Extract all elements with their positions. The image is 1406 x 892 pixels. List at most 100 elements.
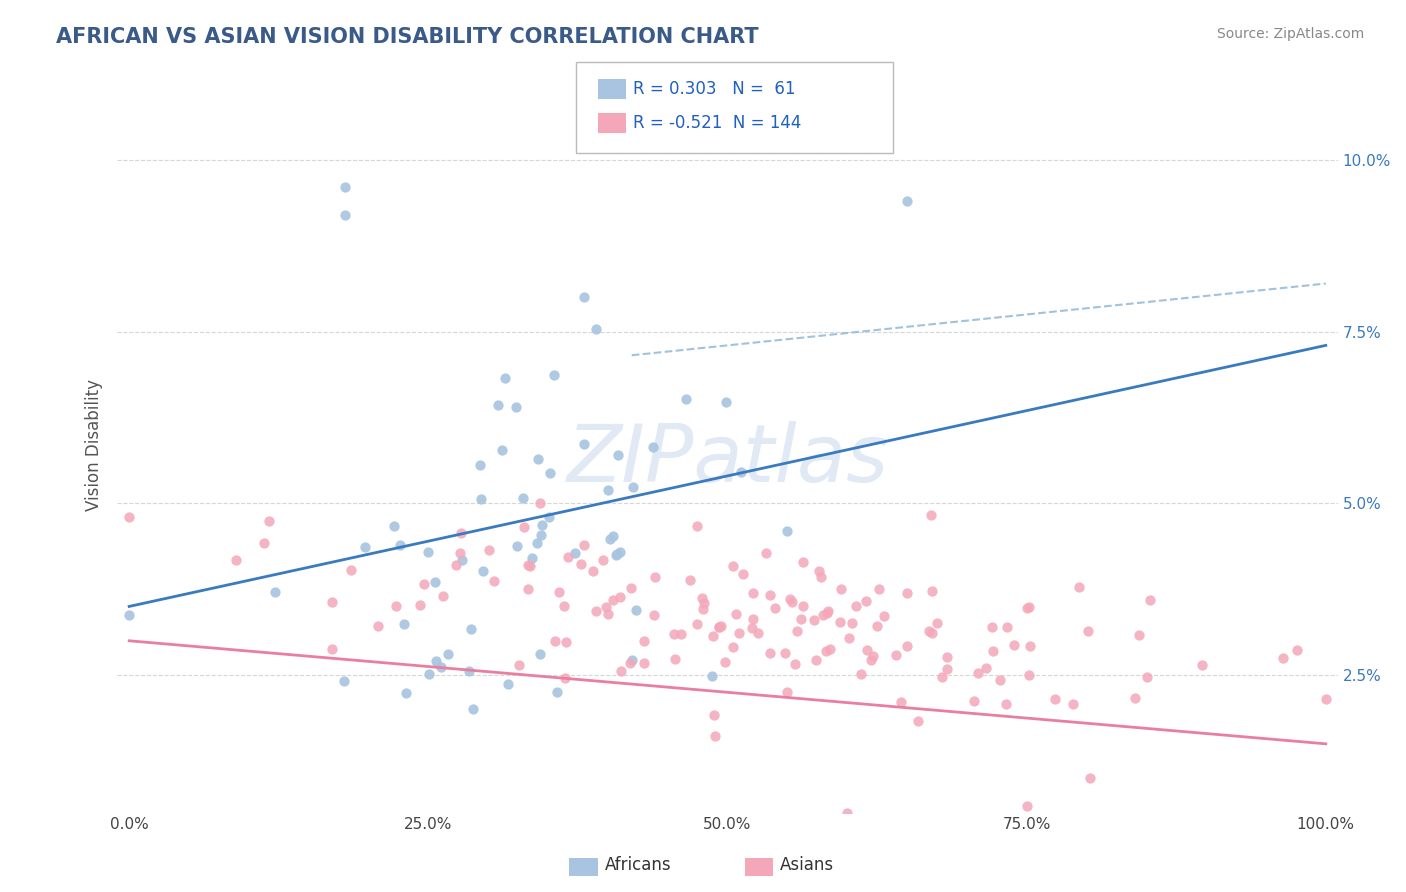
Point bbox=[333, 208, 356, 222]
Point bbox=[856, 643, 879, 657]
Point bbox=[988, 673, 1011, 687]
Point bbox=[118, 509, 141, 524]
Point bbox=[569, 558, 592, 572]
Point bbox=[838, 631, 860, 645]
Point bbox=[830, 615, 852, 629]
Point bbox=[472, 564, 495, 578]
Point bbox=[425, 654, 447, 668]
Point bbox=[779, 591, 801, 606]
Point bbox=[482, 574, 505, 588]
Point bbox=[792, 555, 814, 569]
Point bbox=[679, 573, 702, 587]
Text: Source: ZipAtlas.com: Source: ZipAtlas.com bbox=[1216, 27, 1364, 41]
Point bbox=[225, 553, 247, 567]
Point bbox=[733, 566, 755, 581]
Point bbox=[529, 496, 551, 510]
Point bbox=[709, 619, 731, 633]
Point bbox=[264, 584, 287, 599]
Point bbox=[807, 564, 830, 578]
Text: AFRICAN VS ASIAN VISION DISABILITY CORRELATION CHART: AFRICAN VS ASIAN VISION DISABILITY CORRE… bbox=[56, 27, 759, 46]
Point bbox=[702, 629, 724, 643]
Point bbox=[333, 180, 356, 194]
Point bbox=[925, 615, 948, 630]
Point bbox=[815, 606, 838, 620]
Point bbox=[354, 540, 377, 554]
Point bbox=[1043, 692, 1066, 706]
Point bbox=[513, 520, 536, 534]
Point bbox=[896, 194, 918, 208]
Point bbox=[574, 538, 596, 552]
Point bbox=[321, 642, 343, 657]
Point bbox=[841, 616, 863, 631]
Point bbox=[792, 599, 814, 613]
Point bbox=[813, 607, 835, 622]
Point bbox=[463, 702, 485, 716]
Point bbox=[935, 650, 957, 665]
Point bbox=[703, 707, 725, 722]
Point bbox=[543, 368, 565, 382]
Point bbox=[257, 514, 280, 528]
Point bbox=[967, 666, 990, 681]
Point bbox=[1076, 813, 1098, 827]
Point bbox=[860, 653, 883, 667]
Point bbox=[662, 627, 685, 641]
Point bbox=[721, 640, 744, 654]
Point bbox=[1191, 657, 1213, 672]
Point bbox=[980, 620, 1002, 634]
Point bbox=[555, 635, 578, 649]
Point bbox=[641, 440, 664, 454]
Point bbox=[519, 559, 541, 574]
Point bbox=[544, 633, 567, 648]
Point bbox=[633, 633, 655, 648]
Point bbox=[776, 524, 799, 538]
Point bbox=[1018, 599, 1040, 614]
Point bbox=[605, 548, 627, 562]
Point bbox=[423, 574, 446, 589]
Point bbox=[537, 509, 560, 524]
Point bbox=[1002, 638, 1025, 652]
Point bbox=[553, 599, 575, 613]
Point bbox=[470, 492, 492, 507]
Point bbox=[522, 550, 544, 565]
Point bbox=[785, 657, 807, 672]
Point bbox=[529, 648, 551, 662]
Point bbox=[704, 729, 727, 743]
Point bbox=[995, 697, 1018, 711]
Point bbox=[759, 647, 782, 661]
Point bbox=[820, 642, 842, 657]
Point bbox=[803, 613, 825, 627]
Point bbox=[599, 533, 621, 547]
Point bbox=[531, 518, 554, 533]
Point bbox=[837, 805, 859, 820]
Text: ZIPatlas: ZIPatlas bbox=[567, 421, 889, 499]
Point bbox=[664, 652, 686, 666]
Point bbox=[721, 558, 744, 573]
Point bbox=[918, 624, 941, 638]
Point bbox=[1077, 624, 1099, 638]
Point bbox=[526, 451, 548, 466]
Point bbox=[1078, 771, 1101, 785]
Point bbox=[643, 607, 665, 622]
Point bbox=[921, 625, 943, 640]
Point bbox=[506, 539, 529, 553]
Point bbox=[983, 644, 1005, 658]
Point bbox=[710, 619, 733, 633]
Point bbox=[526, 535, 548, 549]
Point bbox=[517, 582, 540, 597]
Point bbox=[995, 620, 1018, 634]
Point bbox=[728, 625, 751, 640]
Point bbox=[538, 467, 561, 481]
Point bbox=[395, 686, 418, 700]
Point bbox=[849, 667, 872, 681]
Point bbox=[554, 671, 576, 685]
Point bbox=[1136, 670, 1159, 684]
Point bbox=[516, 558, 538, 573]
Point bbox=[413, 576, 436, 591]
Point bbox=[564, 545, 586, 559]
Point bbox=[741, 621, 763, 635]
Point bbox=[619, 656, 641, 670]
Point bbox=[620, 581, 643, 595]
Point bbox=[585, 322, 607, 336]
Point bbox=[606, 547, 628, 561]
Point bbox=[432, 589, 454, 603]
